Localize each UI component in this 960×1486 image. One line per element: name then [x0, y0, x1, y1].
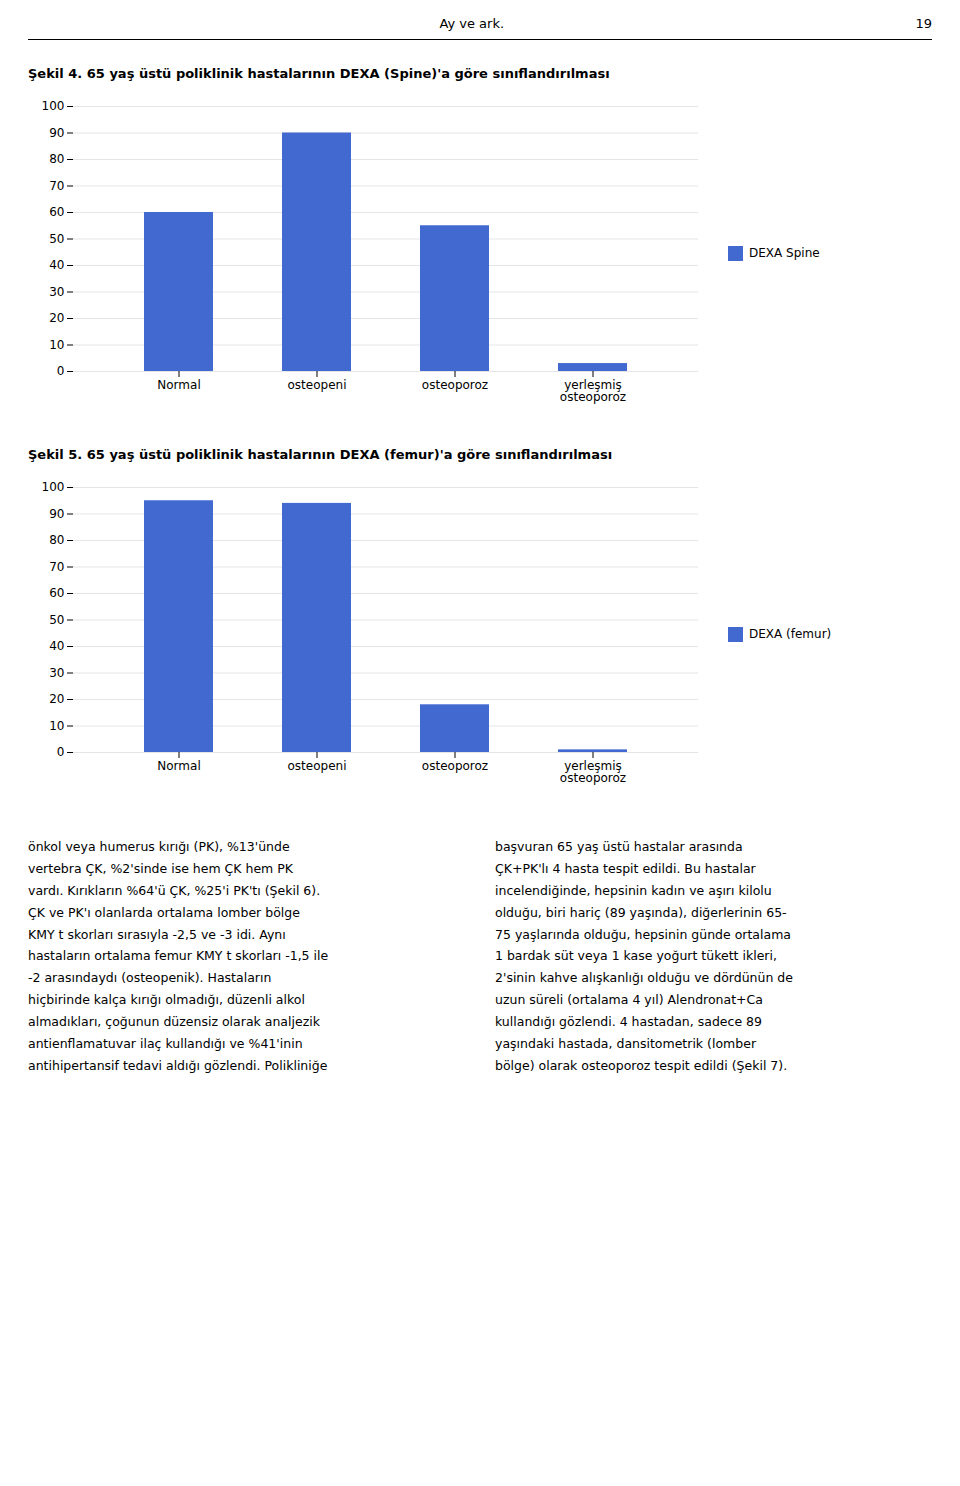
html-text:ÇK ve PK'ı olanlarda ortalama: ÇK ve PK'ı olanlarda ortalama lomber böl…	[28, 904, 300, 920]
html-text:kullandığı gözlendi. 4 hastada: kullandığı gözlendi. 4 hastadan, sadece …	[495, 1014, 762, 1029]
svg-text:100: 100	[42, 99, 65, 113]
html-text:antihipertansif tedavi aldığı: antihipertansif tedavi aldığı gözlendi. …	[28, 1057, 328, 1073]
html-text:antienflamatuvar ilaç kullandı: antienflamatuvar ilaç kullandığı ve %41'…	[28, 1035, 303, 1051]
svg-text:yerleşmişosteoporoz: yerleşmişosteoporoz	[560, 759, 626, 785]
html-text:vertebra ÇK, %2'sinde ise hem: vertebra ÇK, %2'sinde ise hem ÇK hem PK	[28, 860, 293, 876]
html-text:DEXA Spine: DEXA Spine	[749, 246, 820, 260]
svg-text:90: 90	[49, 507, 64, 521]
svg-text:10: 10	[49, 338, 64, 352]
svg-text:40: 40	[49, 258, 64, 272]
svg-text:60: 60	[49, 205, 64, 219]
svg-text:20: 20	[49, 311, 64, 325]
svg-text:osteoporoz: osteoporoz	[422, 378, 488, 392]
html-text:Ay ve ark.: Ay ve ark.	[439, 16, 504, 31]
svg-text:50: 50	[49, 232, 64, 246]
html-text:-2 arasındaydı (osteopenik). H: -2 arasındaydı (osteopenik). Hastaların	[28, 970, 272, 986]
svg-text:Normal: Normal	[157, 759, 200, 773]
svg-text:90: 90	[49, 126, 64, 140]
html-text:hastaların ortalama femur KMY: hastaların ortalama femur KMY t skorları…	[28, 948, 329, 964]
html-text:yaşındaki hastada, dansitometr: yaşındaki hastada, dansitometrik (lomber	[495, 1035, 756, 1051]
html-text:olduğu, biri hariç (89 yaşında: olduğu, biri hariç (89 yaşında), diğerle…	[495, 904, 787, 920]
html-text:uzun süreli (ortalama 4 yıl) A: uzun süreli (ortalama 4 yıl) Alendronat+…	[495, 992, 763, 1008]
svg-text:20: 20	[49, 692, 64, 706]
svg-text:osteoporoz: osteoporoz	[422, 759, 488, 773]
html-text:19: 19	[915, 16, 932, 31]
html-text:1 bardak süt veya 1 kase yoğur: 1 bardak süt veya 1 kase yoğurt tükett i…	[495, 948, 777, 964]
svg-text:70: 70	[49, 560, 64, 574]
svg-text:30: 30	[49, 285, 64, 299]
svg-text:10: 10	[49, 719, 64, 733]
html-text:75 yaşlarında olduğu, hepsinin: 75 yaşlarında olduğu, hepsinin günde ort…	[495, 926, 791, 942]
svg-text:0: 0	[57, 364, 65, 378]
svg-text:Normal: Normal	[157, 378, 200, 392]
html-text:almadıkları, çoğunun düzensiz: almadıkları, çoğunun düzensiz olarak ana…	[28, 1014, 320, 1029]
svg-text:osteopeni: osteopeni	[288, 759, 347, 773]
svg-text:osteopeni: osteopeni	[288, 378, 347, 392]
html-text:hiçbirinde kalça kırığı olmadı: hiçbirinde kalça kırığı olmadığı, düzenl…	[28, 992, 305, 1008]
svg-text:80: 80	[49, 533, 64, 547]
html-text:KMY t skorları sırasıyla -2,5: KMY t skorları sırasıyla -2,5 ve -3 idi.…	[28, 926, 286, 942]
html-text:bölge) olarak osteoporoz tespi: bölge) olarak osteoporoz tespit edildi (…	[495, 1057, 788, 1073]
svg-text:40: 40	[49, 639, 64, 653]
svg-text:70: 70	[49, 179, 64, 193]
svg-text:50: 50	[49, 613, 64, 627]
html-text:DEXA (femur): DEXA (femur)	[749, 627, 832, 641]
svg-text:80: 80	[49, 152, 64, 166]
svg-text:60: 60	[49, 586, 64, 600]
html-text:vardı. Kırıkların %64'ü ÇK, %2: vardı. Kırıkların %64'ü ÇK, %25'i PK'tı …	[28, 882, 321, 898]
svg-text:yerleşmişosteoporoz: yerleşmişosteoporoz	[560, 378, 626, 404]
svg-text:100: 100	[42, 480, 65, 494]
html-text:Şekil 5. 65 yaş üstü poliklini: Şekil 5. 65 yaş üstü poliklinik hastalar…	[28, 447, 613, 462]
html-text:önkol veya humerus kırığı (PK): önkol veya humerus kırığı (PK), %13'ünde	[28, 839, 290, 854]
html-text:incelendiğinde, hepsinin kadın: incelendiğinde, hepsinin kadın ve aşırı …	[495, 882, 772, 898]
html-text:başvuran 65 yaş üstü hastalar: başvuran 65 yaş üstü hastalar arasında	[495, 839, 743, 854]
html-text:ÇK+PK'lı 4 hasta tespit edildi: ÇK+PK'lı 4 hasta tespit edildi. Bu hasta…	[495, 860, 756, 876]
svg-text:30: 30	[49, 666, 64, 680]
html-text:Şekil 4. 65 yaş üstü poliklini: Şekil 4. 65 yaş üstü poliklinik hastalar…	[28, 66, 610, 81]
html-text:2'sinin kahve alışkanlığı oldu: 2'sinin kahve alışkanlığı olduğu ve dörd…	[495, 970, 793, 986]
svg-text:0: 0	[57, 745, 65, 759]
